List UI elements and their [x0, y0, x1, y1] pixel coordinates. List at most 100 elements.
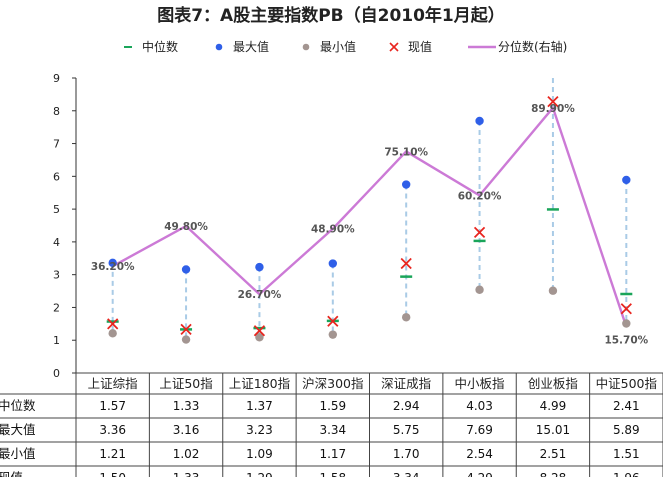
table-cell: 7.69 — [466, 423, 493, 437]
current-mark — [327, 315, 339, 327]
min-point — [255, 333, 264, 342]
y-tick-label: 5 — [53, 203, 60, 216]
y-tick-label: 9 — [53, 72, 60, 85]
max-point — [622, 175, 631, 185]
table-cell: 5.75 — [393, 423, 420, 437]
table-cell: 3.34 — [393, 471, 420, 477]
category-label: 创业板指 — [528, 376, 578, 391]
percentile-label: 60.20% — [458, 190, 502, 202]
current-mark — [400, 257, 412, 270]
table-cell: 1.02 — [173, 447, 200, 461]
legend-item-current: 现值 — [389, 39, 432, 54]
data-table: 上证综指 上证50指 上证180指 沪深300指 深证成指 中小板指 创业板指 中证500指中… — [0, 372, 663, 477]
legend-item-percentile: 分位数(右轴) — [468, 39, 567, 54]
percentile-label: 75.10% — [384, 146, 428, 158]
legend-label-current: 现值 — [408, 39, 432, 54]
legend-swatch-current — [389, 42, 399, 52]
max-point — [328, 259, 338, 268]
table-cell: 4.99 — [540, 399, 567, 413]
y-tick-label: 7 — [53, 138, 60, 151]
table-cell: 2.94 — [393, 399, 420, 413]
table-cell: 4.29 — [466, 471, 493, 477]
min-point — [548, 286, 558, 295]
table-cell: 3.23 — [246, 423, 273, 437]
y-tick-label: 1 — [53, 334, 60, 347]
max-point — [108, 258, 117, 268]
max-point — [255, 262, 264, 272]
table-cell: 1.21 — [99, 447, 126, 461]
table-cell: 3.36 — [99, 423, 126, 437]
legend-label-percentile: 分位数(右轴) — [498, 39, 567, 54]
table-row-header: 最小值 — [0, 446, 36, 461]
legend-item-median: 中位数 — [124, 39, 178, 54]
max-point — [181, 265, 191, 274]
table-row-header: 中位数 — [0, 398, 36, 413]
percentile-label: 26.70% — [238, 289, 282, 301]
table-cell: 8.28 — [540, 471, 567, 477]
table-cell: 1.50 — [99, 471, 126, 477]
table-cell: 5.89 — [613, 423, 640, 437]
y-tick-label: 8 — [53, 105, 60, 118]
table-cell: 1.29 — [246, 471, 273, 477]
table-cell: 1.59 — [319, 399, 346, 413]
legend-swatch-max — [215, 43, 223, 51]
table-cell: 2.41 — [613, 399, 640, 413]
min-point — [108, 329, 117, 338]
table-row-header: 最大值 — [0, 422, 36, 437]
legend-label-median: 中位数 — [142, 39, 178, 54]
category-label: 上证50指 — [159, 376, 212, 391]
current-mark — [473, 226, 486, 239]
percentile-label: 49.80% — [164, 221, 208, 233]
y-tick-label: 2 — [53, 301, 60, 314]
table-cell: 1.33 — [173, 471, 200, 477]
markers: 36.20% 49.80% 26.70% 48.90% 75.10% 60.20% 89.9… — [91, 95, 649, 347]
min-point — [181, 335, 191, 344]
y-tick-label: 0 — [53, 367, 60, 380]
category-label: 上证180指 — [229, 376, 290, 391]
current-mark — [180, 323, 192, 336]
legend-item-min: 最小值 — [302, 39, 356, 54]
y-tick-label: 4 — [53, 236, 60, 249]
chart-title: 图表7：A股主要指数PB（自2010年1月起） — [157, 5, 505, 26]
category-label: 上证综指 — [88, 376, 138, 391]
category-label: 中证500指 — [596, 376, 657, 391]
table-cell: 1.33 — [173, 399, 200, 413]
legend-item-max: 最大值 — [215, 39, 269, 54]
table-cell: 1.51 — [613, 447, 640, 461]
table-cell: 1.17 — [319, 447, 346, 461]
table-cell: 1.09 — [246, 447, 273, 461]
table-cell: 2.54 — [466, 447, 493, 461]
percentile-label: 15.70% — [604, 335, 648, 347]
y-axis: 0 1 2 3 4 5 6 7 8 9 — [53, 72, 77, 380]
min-point — [401, 313, 411, 322]
category-label: 深证成指 — [381, 376, 431, 391]
legend-swatch-min — [302, 43, 310, 51]
current-mark — [253, 325, 266, 337]
min-point — [475, 285, 484, 294]
category-label: 中小板指 — [455, 376, 505, 391]
legend-label-min: 最小值 — [320, 39, 356, 54]
percentile-series — [112, 106, 628, 328]
percentile-label: 36.20% — [91, 261, 135, 273]
table-row-header: 现值 — [0, 470, 23, 477]
table-cell: 2.51 — [540, 447, 567, 461]
max-point — [401, 180, 411, 189]
table-cell: 1.96 — [613, 471, 640, 477]
y-tick-label: 3 — [53, 269, 60, 282]
current-mark — [107, 318, 119, 330]
min-point — [622, 319, 631, 328]
table-cell: 3.34 — [319, 423, 346, 437]
percentile-line — [112, 106, 628, 328]
table-cell: 1.70 — [393, 447, 420, 461]
table-cell: 1.58 — [319, 471, 346, 477]
legend: 中位数 最大值 最小值 现值 分位数(右轴) — [124, 39, 567, 54]
table-cell: 1.57 — [99, 399, 126, 413]
min-point — [328, 330, 338, 339]
percentile-label: 48.90% — [311, 224, 355, 236]
table-cell: 4.03 — [466, 399, 493, 413]
table-cell: 1.37 — [246, 399, 273, 413]
current-mark — [620, 303, 632, 315]
current-mark — [547, 95, 559, 108]
percentile-label: 89.90% — [531, 103, 575, 115]
